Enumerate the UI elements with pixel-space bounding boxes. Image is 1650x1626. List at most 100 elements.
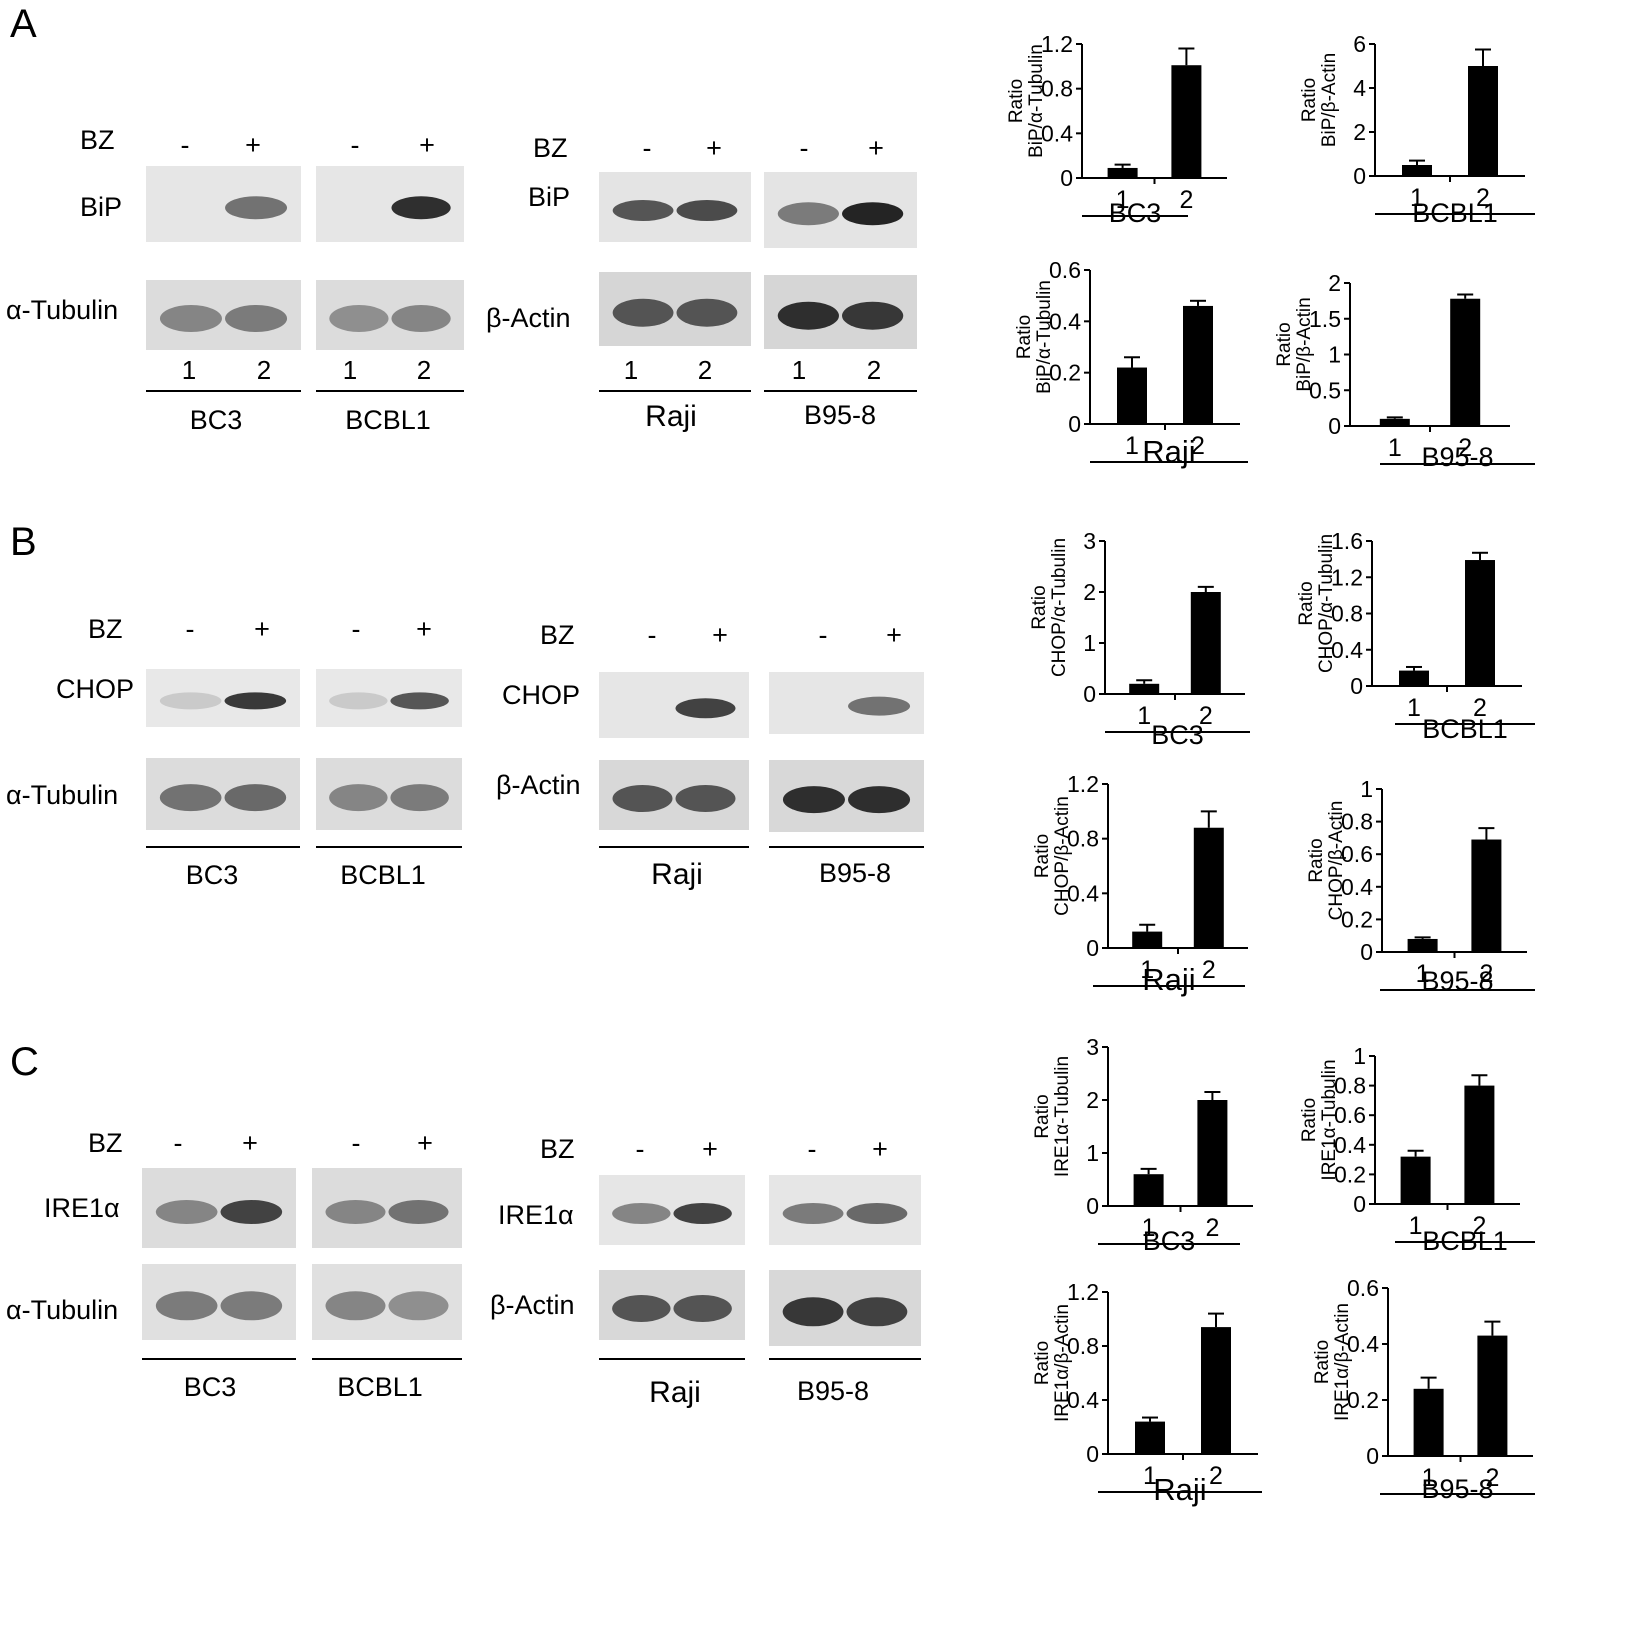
- bz-minus-sign: -: [807, 1134, 817, 1164]
- y-tick-label: 2: [1083, 579, 1096, 605]
- y-tick-label: 0.8: [1331, 601, 1363, 627]
- y-tick-label: 1: [1353, 1043, 1366, 1069]
- blot-band: [612, 1295, 671, 1322]
- target-protein-blot: [599, 672, 749, 738]
- y-tick-label: 4: [1353, 75, 1366, 101]
- blot-band: [848, 696, 911, 716]
- y-tick-label: 0: [1068, 411, 1081, 437]
- bz-minus-sign: -: [642, 133, 652, 163]
- y-tick-label: 1.2: [1331, 564, 1363, 590]
- protein-label: BiP: [528, 182, 571, 212]
- y-tick-label: 0: [1083, 681, 1096, 707]
- group-underline: [142, 1358, 296, 1360]
- y-tick-label: 0: [1328, 413, 1341, 439]
- y-tick-label: 1.6: [1331, 528, 1363, 554]
- y-axis-ratio-label: Ratio: [1014, 315, 1035, 359]
- blot-band: [777, 301, 839, 330]
- y-tick-label: 0: [1366, 1443, 1379, 1469]
- target-protein-blot: [142, 1168, 296, 1248]
- cell-line-label: B95-8: [1421, 1474, 1493, 1504]
- y-tick-label: 0: [1360, 939, 1373, 965]
- blot-band: [612, 785, 673, 812]
- cell-line-label: BCBL1: [1412, 198, 1498, 228]
- bar: [1468, 66, 1498, 176]
- target-protein-blot: [146, 669, 300, 727]
- panel-letter-b: B: [10, 520, 37, 564]
- y-tick-label: 0.2: [1347, 1387, 1379, 1413]
- bz-label: BZ: [533, 133, 568, 163]
- y-tick-label: 1.2: [1067, 1279, 1099, 1305]
- loading-control-label: α-Tubulin: [6, 780, 119, 810]
- loading-control-label: α-Tubulin: [6, 295, 119, 325]
- loading-control-blot: [764, 275, 917, 349]
- blot-band: [842, 301, 904, 330]
- cell-line-label: B95-8: [803, 400, 877, 430]
- y-tick-label: 0.6: [1334, 1102, 1366, 1128]
- y-axis-label: CHOP/β-Actin: [1052, 796, 1073, 916]
- blot-band: [612, 200, 674, 221]
- bz-label: BZ: [88, 1128, 123, 1158]
- blot-band: [675, 785, 736, 812]
- blot-band: [325, 1200, 386, 1224]
- y-tick-label: 0.4: [1341, 874, 1373, 900]
- cell-line-label: BC3: [1143, 1226, 1196, 1256]
- blot-band: [673, 1295, 732, 1322]
- x-tick-label: 1: [1416, 960, 1430, 988]
- bz-plus-sign: +: [712, 620, 728, 650]
- cell-line-label: B95-8: [1421, 442, 1493, 472]
- bz-minus-sign: -: [350, 130, 360, 160]
- y-tick-label: 0.5: [1309, 377, 1341, 403]
- loading-control-blot: [312, 1264, 462, 1340]
- bar: [1400, 1156, 1431, 1204]
- group-underline: [764, 390, 917, 392]
- y-tick-label: 0: [1086, 1441, 1099, 1467]
- loading-control-blot: [599, 272, 751, 346]
- group-underline: [316, 846, 462, 848]
- blot-band: [159, 784, 222, 812]
- bz-label: BZ: [540, 620, 575, 650]
- cell-line-label: Raji: [651, 858, 703, 891]
- blot-band: [225, 196, 288, 220]
- y-tick-label: 0.8: [1041, 76, 1073, 102]
- bz-plus-sign: +: [419, 130, 435, 160]
- blot-band: [225, 305, 288, 332]
- y-axis-ratio-label: Ratio: [1296, 581, 1317, 625]
- bar: [1201, 1327, 1231, 1454]
- blot-band: [782, 1203, 844, 1224]
- target-protein-blot: [764, 172, 917, 248]
- target-protein-blot: [316, 166, 464, 242]
- bar: [1407, 938, 1438, 952]
- y-tick-label: 0: [1086, 935, 1099, 961]
- x-tick-label: 1: [1407, 694, 1421, 722]
- protein-label: IRE1α: [44, 1193, 120, 1223]
- x-tick-label: 2: [1473, 694, 1487, 722]
- y-tick-label: 3: [1083, 528, 1096, 554]
- cell-line-label: Raji: [645, 400, 697, 433]
- loading-control-label: β-Actin: [490, 1290, 575, 1320]
- blot-band: [388, 1291, 449, 1321]
- loading-control-label: α-Tubulin: [6, 1295, 119, 1325]
- blot-band: [155, 1291, 218, 1321]
- bar: [1133, 1174, 1164, 1206]
- blot-band: [676, 200, 738, 221]
- blot-band: [390, 692, 449, 710]
- x-tick-label: 1: [1410, 184, 1424, 212]
- loading-control-blot: [146, 758, 300, 830]
- y-axis-label: BiP/α-Tubulin: [1034, 280, 1055, 394]
- blot-band: [329, 305, 389, 332]
- blot-band: [391, 305, 451, 332]
- y-axis-ratio-label: Ratio: [1032, 1094, 1053, 1138]
- y-tick-label: 2: [1353, 119, 1366, 145]
- bz-label: BZ: [540, 1134, 575, 1164]
- blot-band: [846, 1297, 908, 1327]
- bar: [1132, 931, 1163, 948]
- group-underline: [599, 846, 749, 848]
- x-tick-label: 1: [1137, 702, 1151, 730]
- cell-line-label: BC3: [189, 405, 243, 435]
- y-tick-label: 0.8: [1334, 1073, 1366, 1099]
- bar: [1450, 298, 1481, 426]
- lane-number: 1: [791, 355, 807, 385]
- cell-line-label: BC3: [1151, 720, 1204, 750]
- blot-band: [329, 692, 388, 710]
- cell-line-label: Raji: [1142, 962, 1195, 997]
